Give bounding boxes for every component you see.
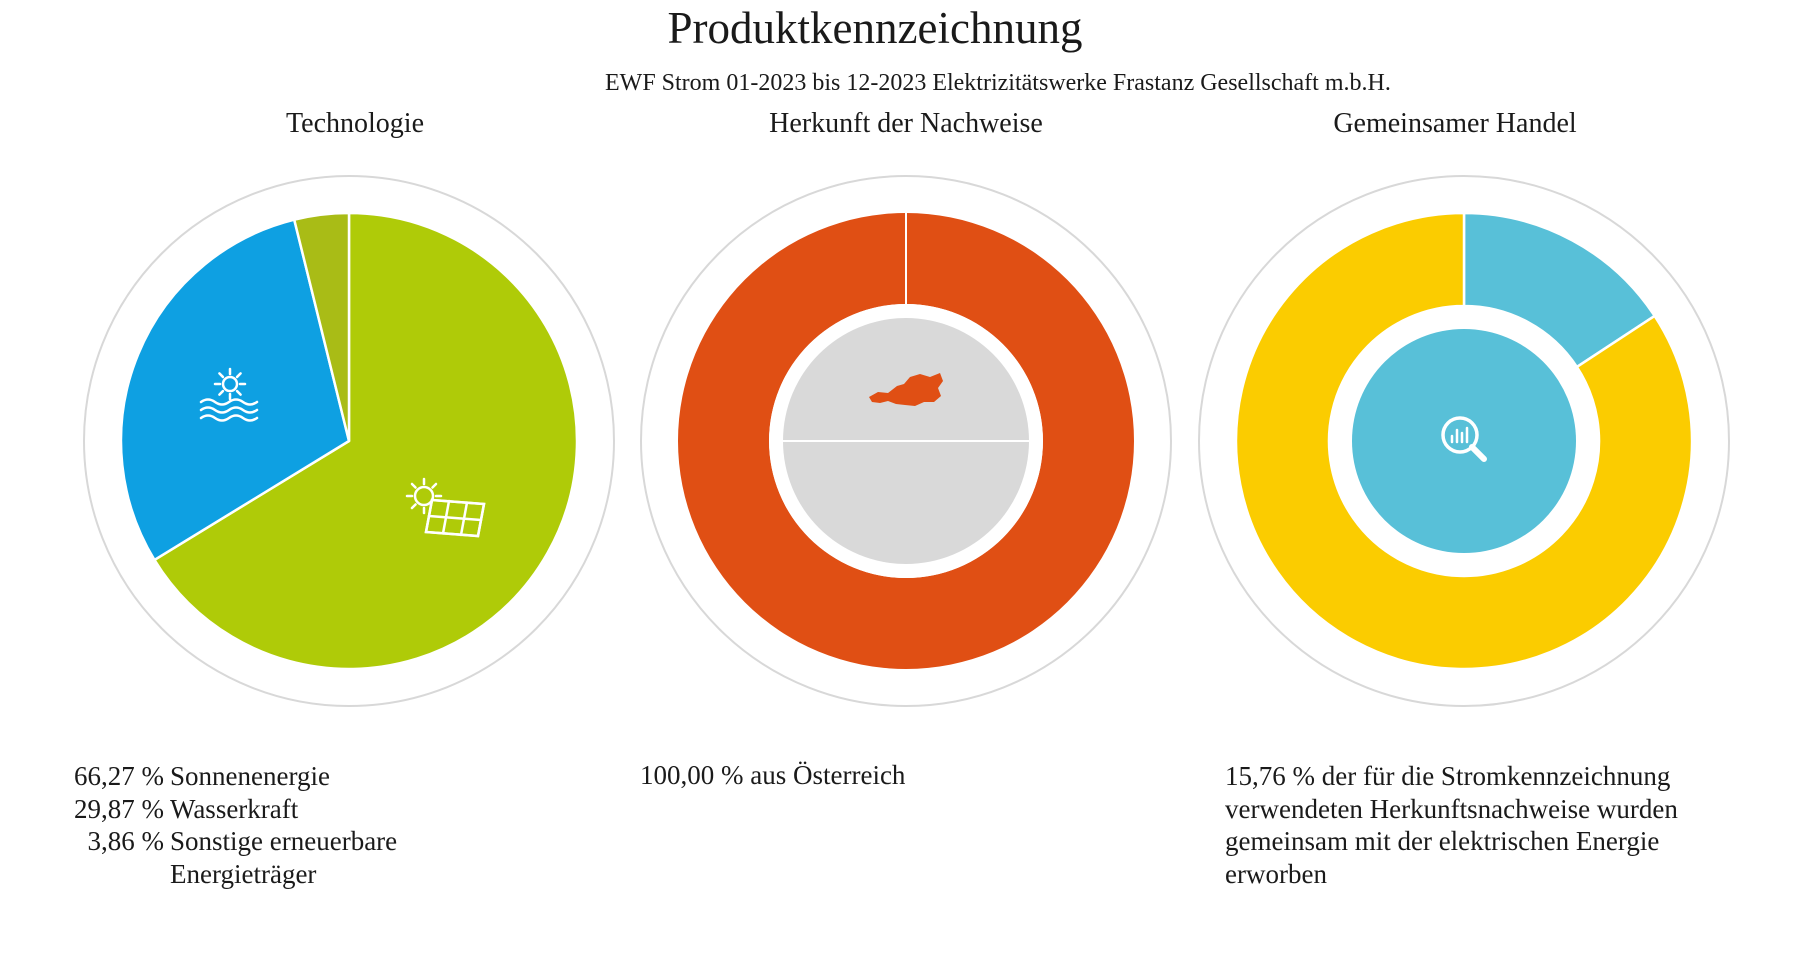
legend-label: Sonstige erneuerbare Energieträger — [170, 826, 398, 889]
sun-over-water-icon — [199, 367, 259, 422]
solar-panel-icon — [405, 477, 486, 538]
legend-row-solar: 66,27 % Sonnenenergie — [68, 760, 430, 793]
technology-slice-2 — [292, 211, 351, 443]
magnifier-chart-icon — [1441, 416, 1487, 462]
legend-label: Sonnenenergie — [170, 761, 330, 791]
legend-trade: 15,76 % der für die Stromkennzeichnung v… — [1225, 761, 1678, 889]
legend-value: 66,27 % — [74, 761, 164, 791]
legend-value: 3,86 % — [87, 826, 165, 856]
legend-row-other: 3,86 % Sonstige erneuerbare Energieträge… — [68, 825, 430, 890]
legend-technology: 66,27 % Sonnenenergie 29,87 % Wasserkraf… — [68, 760, 430, 890]
chart-title-trade: Gemeinsamer Handel — [1333, 108, 1577, 139]
trade-inner-disc — [1352, 329, 1576, 553]
technology-slice-0 — [153, 211, 579, 671]
legend-label: Wasserkraft — [170, 793, 299, 824]
origin-slice-0 — [906, 213, 1134, 669]
origin-slice-0-b — [678, 213, 906, 669]
legend-origin: 100,00 % aus Österreich — [640, 760, 906, 790]
legend-row-hydro: 29,87 % Wasserkraft — [68, 793, 430, 826]
page-subtitle: EWF Strom 01-2023 bis 12-2023 Elektrizit… — [605, 70, 1391, 96]
austria-map-icon — [869, 373, 943, 406]
page-title: Produktkennzeichnung — [667, 3, 1083, 53]
chart-title-origin: Herkunft der Nachweise — [769, 108, 1043, 139]
chart-title-technology: Technologie — [286, 108, 424, 139]
legend-value: 29,87 % — [74, 793, 164, 824]
